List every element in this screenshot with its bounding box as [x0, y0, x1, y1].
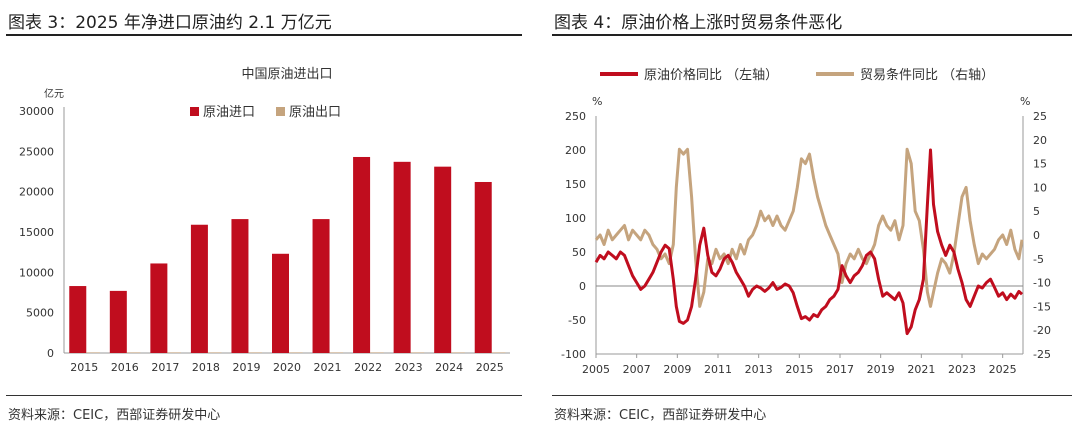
bar-export [410, 352, 425, 353]
right-axis-unit: % [1020, 95, 1030, 108]
x-tick-label: 2017 [151, 361, 179, 374]
x-tick-label: 2007 [623, 363, 651, 376]
bar-export [289, 352, 303, 353]
x-tick-label: 2019 [232, 361, 260, 374]
line-chart: 原油价格同比 （左轴） 贸易条件同比 （右轴）% %-100-50050100150… [561, 67, 1051, 376]
right-y-tick-label: 25 [1033, 110, 1047, 123]
bar-import [272, 253, 289, 353]
legend-label-1: 原油进口 [203, 105, 255, 120]
right-y-tick-label: -10 [1033, 277, 1051, 290]
bar-import [353, 156, 371, 353]
crude-oil-yoy-line [594, 148, 1024, 336]
bar-import [190, 224, 208, 353]
bar-import [393, 161, 411, 353]
x-tick-label: 2005 [582, 363, 610, 376]
y-tick-label: 0 [47, 347, 54, 360]
legend-label-2: 原油出口 [289, 105, 341, 120]
right-source-note: 资料来源：CEIC，西部证券研发中心 [554, 408, 767, 423]
bar-export [370, 352, 384, 353]
x-tick-label: 2021 [314, 361, 342, 374]
right-y-tick-label: 5 [1033, 205, 1040, 218]
x-tick-label: 2019 [867, 363, 895, 376]
x-tick-label: 2025 [989, 363, 1017, 376]
terms-of-trade-yoy-line [594, 147, 1024, 308]
bar-export [207, 352, 222, 353]
left-y-tick-label: 250 [565, 110, 586, 123]
right-y-tick-label: 15 [1033, 158, 1047, 171]
right-y-tick-label: -20 [1033, 324, 1051, 337]
x-tick-label: 2013 [745, 363, 773, 376]
left-y-tick-label: 100 [565, 212, 586, 225]
right-source-rule [552, 395, 1072, 396]
left-y-tick-label: 50 [572, 246, 586, 259]
x-tick-label: 2017 [826, 363, 854, 376]
left-figure: 图表 3：2025 年净进口原油约 2.1 万亿元 中国原油进出口亿元原油进口 原… [0, 0, 530, 428]
right-y-tick-label: -25 [1033, 348, 1051, 361]
bar-import [312, 219, 330, 353]
y-tick-label: 15000 [19, 226, 54, 239]
x-tick-label: 2022 [354, 361, 382, 374]
right-y-tick-label: -15 [1033, 300, 1051, 313]
legend-swatch-2 [276, 107, 285, 116]
y-tick-label: 30000 [19, 105, 54, 118]
x-tick-label: 2009 [663, 363, 691, 376]
right-figure: 图表 4：原油价格上涨时贸易条件恶化 原油价格同比 （左轴） 贸易条件同比 （右轴… [546, 0, 1080, 428]
right-y-tick-label: -5 [1033, 253, 1044, 266]
bar-export [451, 352, 465, 353]
bar-import [69, 286, 87, 353]
bar-import [109, 290, 127, 353]
left-y-tick-label: -50 [568, 314, 586, 327]
x-tick-label: 2025 [476, 361, 504, 374]
y-axis-unit: 亿元 [44, 87, 64, 100]
x-tick-label: 2023 [948, 363, 976, 376]
right-figure-title: 图表 4：原油价格上涨时贸易条件恶化 [554, 13, 843, 33]
x-tick-label: 2015 [70, 361, 98, 374]
bar-export [329, 352, 344, 353]
left-source-note: 资料来源：CEIC，西部证券研发中心 [8, 408, 221, 423]
right-y-tick-label: 0 [1033, 229, 1040, 242]
right-title-rule [552, 34, 1072, 36]
left-source-rule [6, 395, 522, 396]
bar-import [474, 181, 492, 353]
x-tick-label: 2016 [111, 361, 139, 374]
legend-swatch-1 [190, 107, 199, 116]
y-tick-label: 5000 [26, 307, 54, 320]
legend-label-1: 原油价格同比 （左轴） [644, 67, 778, 83]
bar-export [491, 352, 506, 353]
left-title-rule [6, 34, 522, 36]
y-tick-label: 20000 [19, 186, 54, 199]
bar-export [126, 352, 141, 353]
bar-import [150, 263, 168, 353]
bar-import [434, 166, 452, 353]
bar-export [86, 352, 100, 353]
y-tick-label: 10000 [19, 266, 54, 279]
right-y-tick-label: 10 [1033, 181, 1047, 194]
x-tick-label: 2015 [785, 363, 813, 376]
bar-export [248, 352, 263, 353]
left-y-tick-label: 0 [579, 280, 586, 293]
y-tick-label: 25000 [19, 145, 54, 158]
left-figure-title: 图表 3：2025 年净进口原油约 2.1 万亿元 [8, 13, 332, 33]
x-tick-label: 2011 [704, 363, 732, 376]
left-y-tick-label: -100 [561, 348, 586, 361]
left-axis-unit: % [592, 95, 602, 108]
bar-export [167, 352, 181, 353]
chart-title: 中国原油进出口 [241, 67, 332, 82]
bar-import [231, 219, 249, 353]
x-tick-label: 2024 [435, 361, 463, 374]
x-tick-label: 2020 [273, 361, 301, 374]
x-tick-label: 2018 [192, 361, 220, 374]
left-y-tick-label: 150 [565, 178, 586, 191]
legend-label-2: 贸易条件同比 （右轴） [860, 67, 994, 83]
x-tick-label: 2023 [395, 361, 423, 374]
x-tick-label: 2021 [907, 363, 935, 376]
left-y-tick-label: 200 [565, 144, 586, 157]
right-y-tick-label: 20 [1033, 134, 1047, 147]
